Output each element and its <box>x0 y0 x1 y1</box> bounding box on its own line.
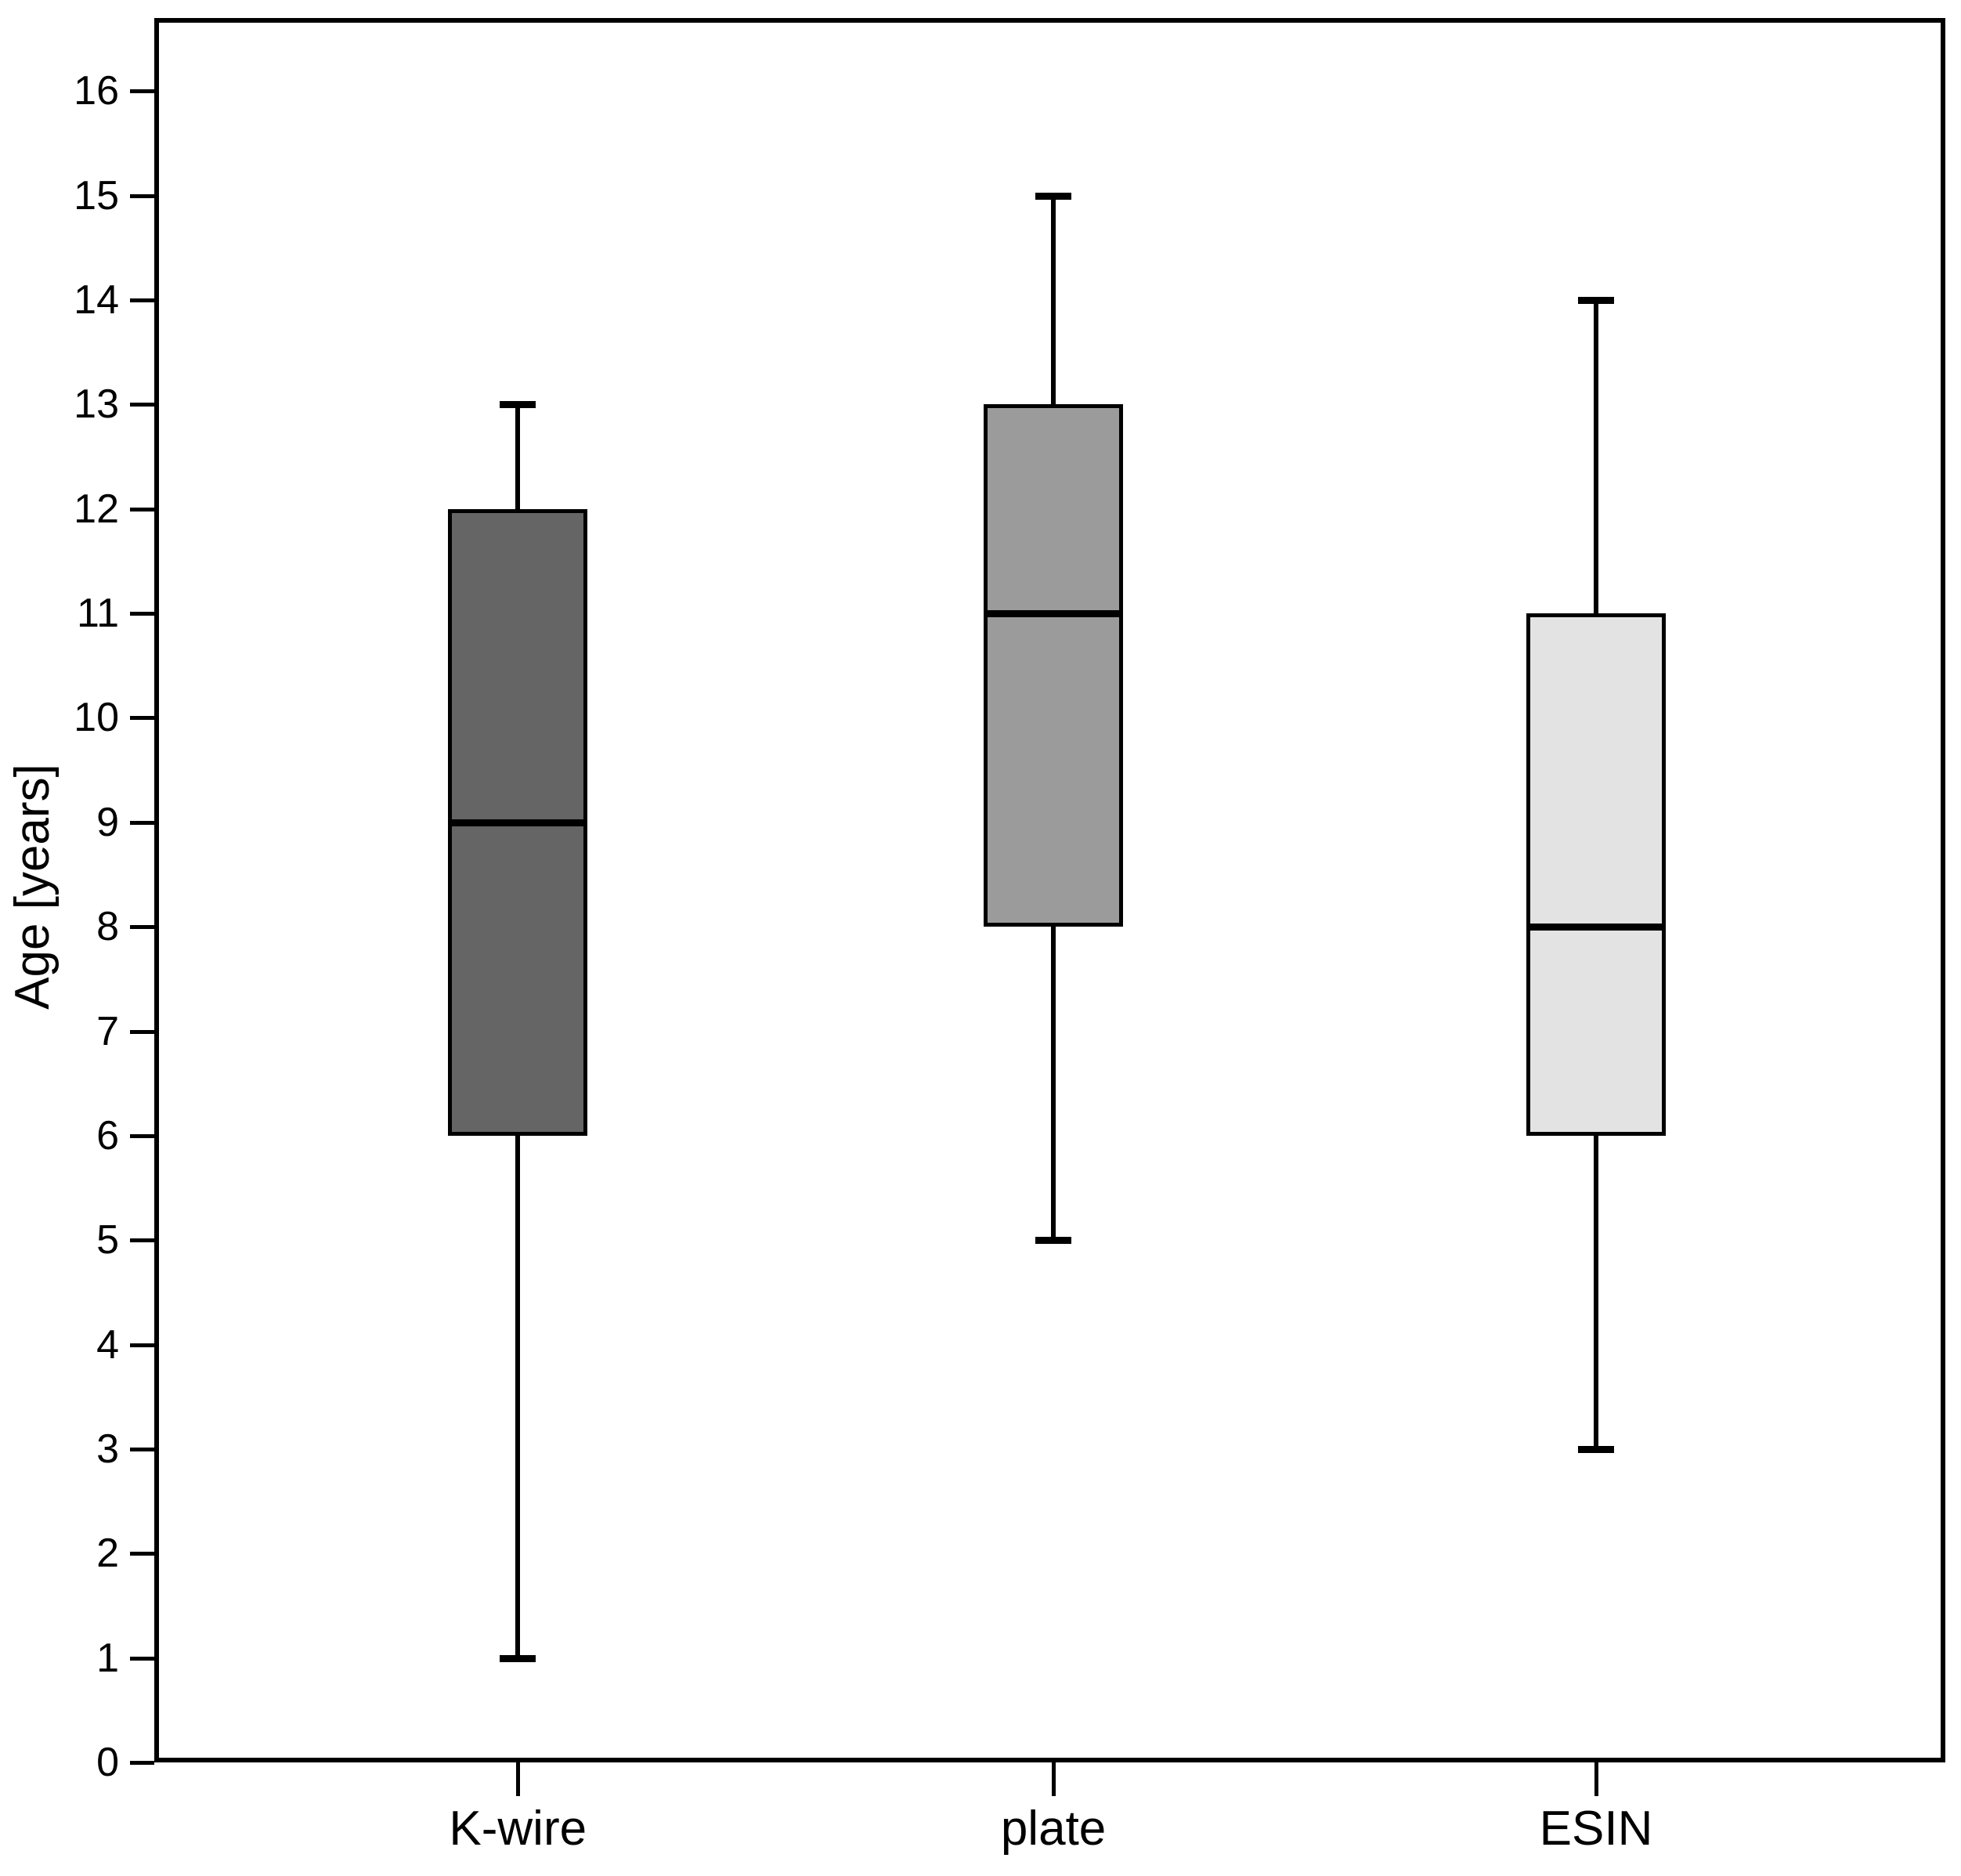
y-tick-mark <box>130 1552 154 1556</box>
y-tick-label: 13 <box>74 381 119 428</box>
median-line <box>984 610 1124 618</box>
x-tick-mark <box>516 1762 521 1796</box>
y-tick-mark <box>130 612 154 616</box>
y-tick-mark <box>130 403 154 407</box>
y-tick-mark <box>130 925 154 930</box>
y-tick-label: 0 <box>96 1740 119 1785</box>
y-tick-mark <box>130 507 154 511</box>
y-tick-label: 3 <box>96 1426 119 1472</box>
y-tick-mark <box>130 1238 154 1243</box>
whisker-cap-top <box>1035 192 1072 200</box>
y-tick-label: 10 <box>74 695 119 741</box>
y-tick-label: 4 <box>96 1321 119 1368</box>
y-tick-label: 2 <box>96 1531 119 1577</box>
y-tick-label: 6 <box>96 1112 119 1158</box>
y-tick-mark <box>130 298 154 303</box>
whisker-cap-bottom <box>1578 1445 1615 1453</box>
y-tick-label: 14 <box>74 277 119 324</box>
y-tick-mark <box>130 716 154 721</box>
y-tick-label: 12 <box>74 486 119 532</box>
y-tick-mark <box>130 193 154 198</box>
y-tick-label: 7 <box>96 1008 119 1054</box>
y-tick-label: 1 <box>96 1635 119 1681</box>
x-tick-label-plate: plate <box>1000 1802 1107 1856</box>
x-tick-mark <box>1594 1762 1599 1796</box>
y-tick-mark <box>130 1029 154 1034</box>
x-tick-mark <box>1052 1762 1056 1796</box>
y-tick-mark <box>130 1343 154 1347</box>
whisker-cap-bottom <box>500 1654 536 1662</box>
y-tick-label: 8 <box>96 904 119 950</box>
y-tick-mark <box>130 1656 154 1661</box>
x-tick-label-esin: ESIN <box>1539 1802 1653 1856</box>
x-tick-label-k-wire: K-wire <box>449 1802 587 1856</box>
y-tick-mark <box>130 1761 154 1765</box>
y-tick-label: 16 <box>74 68 119 114</box>
y-tick-label: 9 <box>96 799 119 845</box>
median-line <box>448 819 588 826</box>
whisker-cap-top <box>500 401 536 409</box>
box-plate <box>984 404 1124 927</box>
y-tick-mark <box>130 820 154 825</box>
y-tick-label: 11 <box>77 591 119 637</box>
whisker-cap-bottom <box>1035 1237 1072 1245</box>
median-line <box>1526 924 1667 931</box>
y-tick-mark <box>130 89 154 94</box>
y-tick-label: 15 <box>74 172 119 219</box>
y-tick-label: 5 <box>96 1217 119 1263</box>
whisker-cap-top <box>1578 297 1615 305</box>
y-tick-mark <box>130 1447 154 1451</box>
box-esin <box>1526 613 1667 1136</box>
y-tick-mark <box>130 1133 154 1138</box>
